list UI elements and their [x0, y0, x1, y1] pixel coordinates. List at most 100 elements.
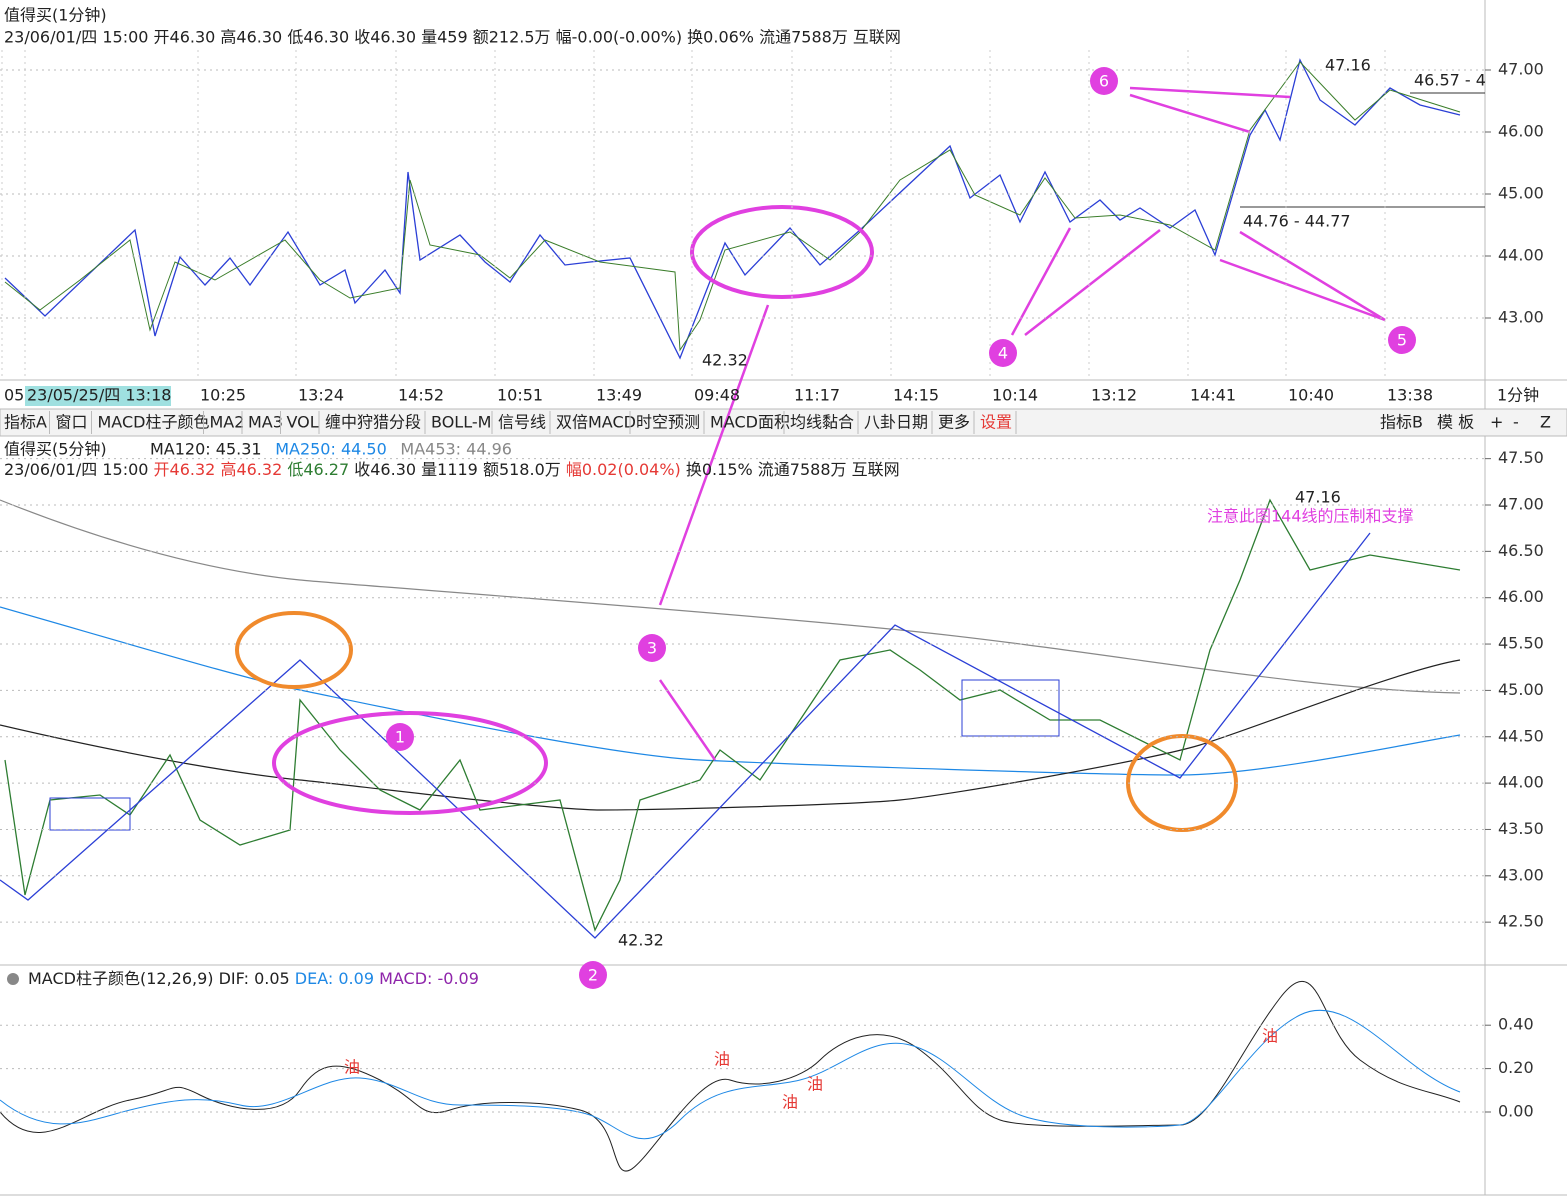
mid-zigzag: [0, 532, 1371, 939]
marker-number: 6: [1099, 72, 1109, 91]
time-label: 10:40: [1288, 386, 1334, 405]
y-tick-label: 44.50: [1498, 726, 1544, 745]
info-segment: 23/06/01/四 15:00: [4, 460, 154, 479]
marker-number: 2: [588, 966, 598, 985]
top-price: [4, 61, 1461, 352]
y-tick-label: 46.00: [1498, 587, 1544, 606]
marker-circle: [638, 634, 666, 662]
marker-number: 5: [1397, 331, 1407, 350]
marker-circle: [1090, 67, 1118, 95]
time-label: 11:17: [794, 386, 840, 405]
toolbar-button[interactable]: 模 板: [1437, 413, 1474, 432]
arrow: [658, 304, 770, 606]
toolbar-button[interactable]: Z: [1540, 413, 1551, 432]
y-tick-label: 45.50: [1498, 634, 1544, 653]
toolbar-button[interactable]: 信号线: [498, 413, 546, 432]
y-tick-label: 43.00: [1498, 865, 1544, 884]
ma-label: MA453: 44.96: [400, 440, 512, 459]
orange-ellipse: [235, 611, 353, 689]
time-label: 10:14: [992, 386, 1038, 405]
oil-label: 油: [1262, 1027, 1278, 1046]
magenta-ellipse: [272, 711, 548, 815]
y-tick-label: 46.00: [1498, 122, 1544, 141]
toolbar-button[interactable]: 八卦日期: [864, 413, 928, 432]
arrows: [658, 86, 1386, 761]
toolbar-button[interactable]: 窗口: [56, 413, 88, 432]
box: [961, 679, 1060, 737]
time-label: 23/05/25/四 13:18: [27, 386, 171, 405]
box: [49, 797, 131, 831]
ma453: [0, 499, 1461, 694]
mid-price: [4, 498, 1461, 932]
arrow: [658, 679, 717, 761]
toolbar-button[interactable]: 时空预测: [636, 413, 700, 432]
oil-label: 油: [714, 1050, 730, 1069]
oil-label: 油: [807, 1075, 823, 1094]
time-label: 13:49: [596, 386, 642, 405]
ma120: [0, 659, 1461, 811]
marker-circle: [1388, 326, 1416, 354]
title: 值得买(5分钟): [4, 440, 107, 459]
toolbar-button[interactable]: 指标A: [4, 413, 47, 432]
info-segment: 收46.30 量1119 额518.0万: [354, 460, 566, 479]
marker-circle: [579, 961, 607, 989]
y-tick-label: 47.00: [1498, 60, 1544, 79]
info-segment: 换0.15% 流通7588万 互联网: [686, 460, 900, 479]
toolbar-button[interactable]: 缠中狩猎分段: [325, 413, 421, 432]
y-tick-label: 0.20: [1498, 1058, 1534, 1077]
arrow: [1010, 227, 1072, 336]
marker-number: 4: [998, 344, 1008, 363]
y-tick-label: 44.00: [1498, 246, 1544, 265]
info-segment: 幅0.02(0.04%): [566, 460, 686, 479]
price-label: 42.32: [618, 931, 664, 950]
magenta-ellipse: [690, 205, 874, 299]
time-label: 13:38: [1387, 386, 1433, 405]
price-label: 42.32: [702, 351, 748, 370]
toolbar-button[interactable]: BOLL-M: [431, 413, 491, 432]
price-label: 47.16: [1295, 488, 1341, 507]
toolbar-button[interactable]: 双倍MACD: [556, 413, 636, 432]
y-tick-label: 0.00: [1498, 1102, 1534, 1121]
toolbar-button[interactable]: -: [1513, 413, 1519, 432]
ma250: [0, 606, 1461, 776]
toolbar-button[interactable]: 均线黏合: [790, 413, 854, 432]
y-tick-label: 43.00: [1498, 308, 1544, 327]
info-segment: 低46.27: [287, 460, 354, 479]
oil-label: 油: [344, 1058, 360, 1077]
dif-line: [0, 981, 1461, 1172]
time-highlight: [25, 386, 171, 406]
price-label: 46.57 - 4: [1414, 71, 1486, 90]
top-zigzag: [4, 58, 1461, 360]
y-tick-label: 46.50: [1498, 541, 1544, 560]
toolbar-button[interactable]: 更多: [938, 413, 970, 432]
info-segment: MACD: -0.09: [379, 969, 479, 988]
toolbar-button[interactable]: MACD柱子颜色: [98, 413, 210, 432]
toolbar-button[interactable]: MACD面积: [710, 413, 790, 432]
info-segment: DIF: 0.05: [219, 969, 295, 988]
toolbar-button[interactable]: VOL: [287, 413, 319, 432]
y-tick-label: 43.50: [1498, 819, 1544, 838]
y-tick-label: 45.00: [1498, 184, 1544, 203]
toolbar-button[interactable]: +: [1490, 413, 1503, 432]
info-segment: MACD柱子颜色(12,26,9): [28, 969, 219, 988]
title: 值得买(1分钟): [4, 6, 107, 25]
ma-label: MA250: 44.50: [275, 440, 387, 459]
toolbar-button[interactable]: MA2: [210, 413, 245, 432]
time-label: 13:12: [1091, 386, 1137, 405]
time-label: 14:52: [398, 386, 444, 405]
toolbar-button[interactable]: MA3: [248, 413, 283, 432]
info-segment: DEA: 0.09: [295, 969, 379, 988]
annotation: 注意此图144线的压制和支撑: [1207, 507, 1414, 526]
time-label: 14:15: [893, 386, 939, 405]
toolbar-button[interactable]: 设置: [980, 413, 1012, 432]
time-label: 14:41: [1190, 386, 1236, 405]
period-label: 1分钟: [1497, 386, 1539, 405]
time-label: 10:51: [497, 386, 543, 405]
y-tick-label: 45.00: [1498, 680, 1544, 699]
info-segment: 开46.32 高46.32: [154, 460, 288, 479]
time-label: 05: [4, 386, 24, 405]
price-label: 44.76 - 44.77: [1243, 212, 1351, 231]
toolbar-button[interactable]: 指标B: [1380, 413, 1423, 432]
arrow: [1219, 258, 1386, 322]
